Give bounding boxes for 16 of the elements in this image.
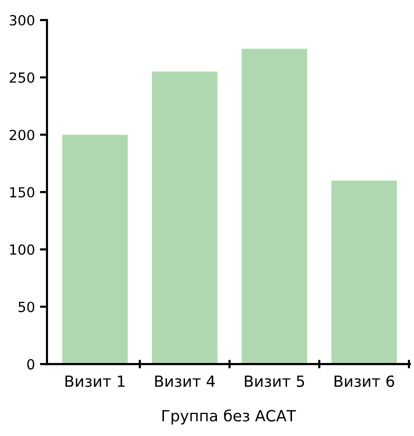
y-tick-label: 300 [10,15,34,26]
y-tick-label: 200 [10,130,34,140]
bar [242,48,308,364]
y-tick-label: 150 [10,187,34,198]
x-tick-label: Визит 4 [155,376,215,387]
x-tick-label: Визит 1 [66,376,125,387]
x-tick-label: Визит 5 [244,376,304,387]
x-axis-title: Группа без АСАТ [162,409,296,424]
y-tick-label: 50 [18,302,34,312]
bar [62,134,128,364]
y-tick-label: 250 [10,72,34,83]
x-tick-label: Визит 6 [334,375,394,387]
bar [152,72,218,364]
y-tick-label: 100 [10,244,34,255]
bar [331,180,397,364]
y-tick-label: 0 [27,359,34,370]
